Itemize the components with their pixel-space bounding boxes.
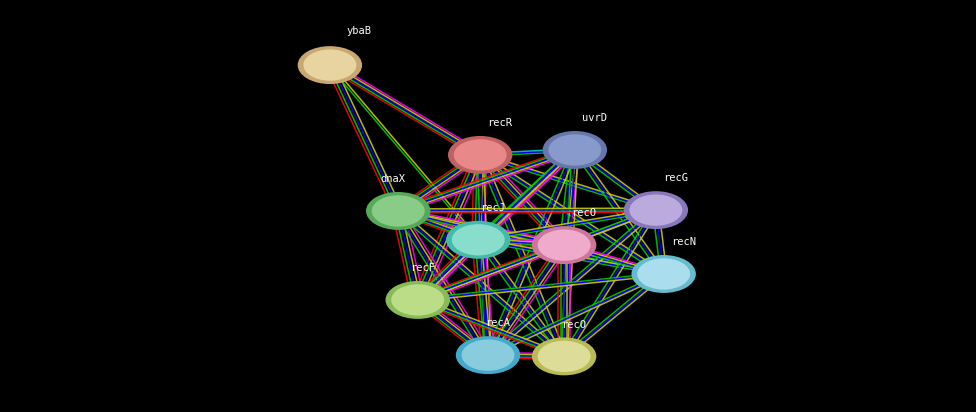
Text: recN: recN — [671, 237, 696, 247]
Ellipse shape — [636, 258, 691, 290]
Ellipse shape — [371, 194, 426, 227]
Ellipse shape — [446, 221, 510, 259]
Ellipse shape — [537, 229, 591, 262]
Ellipse shape — [624, 191, 688, 229]
Text: recO: recO — [561, 320, 587, 330]
Ellipse shape — [456, 336, 520, 374]
Ellipse shape — [629, 194, 683, 227]
Ellipse shape — [532, 337, 596, 375]
Ellipse shape — [386, 281, 450, 319]
Ellipse shape — [366, 192, 430, 230]
Ellipse shape — [453, 138, 508, 171]
Text: uvrD: uvrD — [582, 113, 607, 123]
Text: recF: recF — [410, 263, 435, 273]
Ellipse shape — [390, 283, 445, 316]
Text: recR: recR — [487, 118, 512, 128]
Ellipse shape — [631, 255, 696, 293]
Ellipse shape — [303, 49, 357, 82]
Text: dnaX: dnaX — [381, 174, 406, 184]
Ellipse shape — [448, 136, 512, 174]
Text: recG: recG — [663, 173, 688, 183]
Text: recJ: recJ — [480, 203, 506, 213]
Ellipse shape — [532, 226, 596, 264]
Ellipse shape — [298, 46, 362, 84]
Ellipse shape — [461, 339, 515, 372]
Ellipse shape — [451, 223, 506, 256]
Text: recA: recA — [485, 318, 510, 328]
Ellipse shape — [543, 131, 607, 169]
Text: ybaB: ybaB — [346, 26, 372, 36]
Ellipse shape — [537, 340, 591, 373]
Ellipse shape — [548, 133, 602, 166]
Text: recO: recO — [571, 208, 596, 218]
